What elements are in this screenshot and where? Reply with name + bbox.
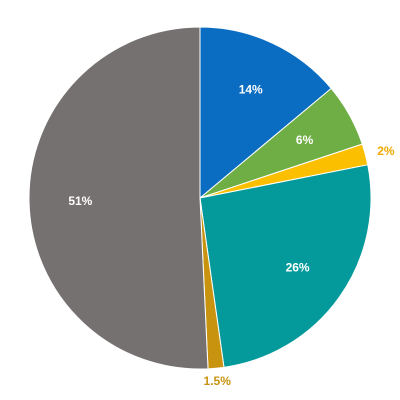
pie-slice-label-4: 1.5%: [204, 374, 232, 388]
pie-slice-label-0: 14%: [239, 83, 263, 97]
pie-slice-label-2: 2%: [377, 144, 395, 158]
pie-slice-label-3: 26%: [286, 260, 310, 274]
pie-slice-0: [199, 26, 332, 200]
pie-slice-label-1: 6%: [296, 133, 314, 147]
pie-slices: [28, 26, 372, 370]
pie-slice-label-5: 51%: [68, 194, 92, 208]
pie-labels: 14% 6% 2% 26% 1.5% 51%: [68, 83, 395, 389]
pie-slice-3: [199, 164, 372, 368]
pie-slice-5: [28, 26, 209, 370]
